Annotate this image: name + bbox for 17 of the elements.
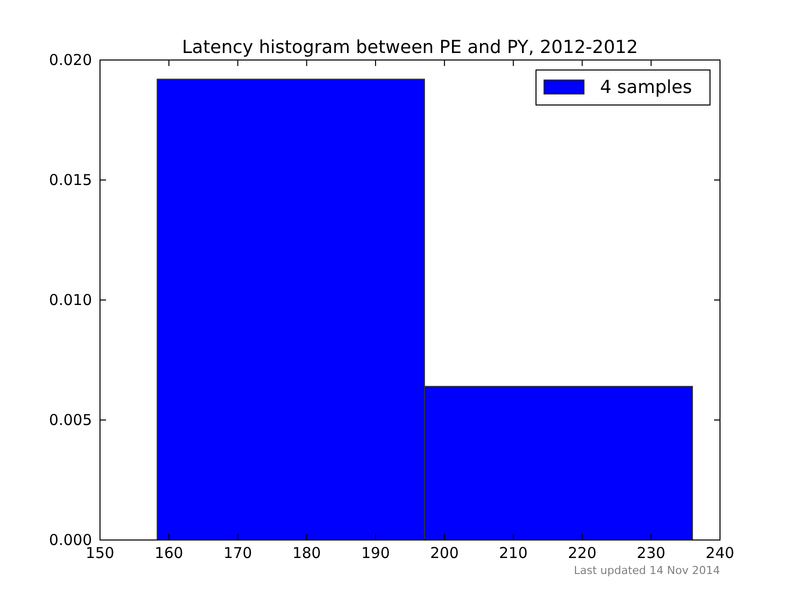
y-tick-label: 0.015 [49, 171, 92, 189]
y-tick-label: 0.020 [49, 51, 92, 69]
x-tick-label: 220 [568, 544, 597, 562]
x-tick-label: 150 [86, 544, 114, 562]
x-tick-label: 180 [292, 544, 321, 562]
y-tick-label: 0.010 [49, 291, 92, 309]
x-tick-label: 230 [636, 544, 666, 562]
y-tick-label: 0.005 [49, 411, 92, 429]
x-tick-label: 170 [223, 544, 252, 562]
x-tick-label: 200 [430, 544, 459, 562]
x-tick-label: 190 [361, 544, 390, 562]
chart-title: Latency histogram between PE and PY, 2012-2012 [182, 37, 638, 58]
x-tick-label: 210 [499, 544, 528, 562]
text: Last updated 14 Nov 2014 [574, 564, 720, 577]
x-tick-label: 240 [706, 544, 734, 562]
x-tick-label: 160 [154, 544, 184, 562]
legend-label: 4 samples [600, 77, 692, 98]
